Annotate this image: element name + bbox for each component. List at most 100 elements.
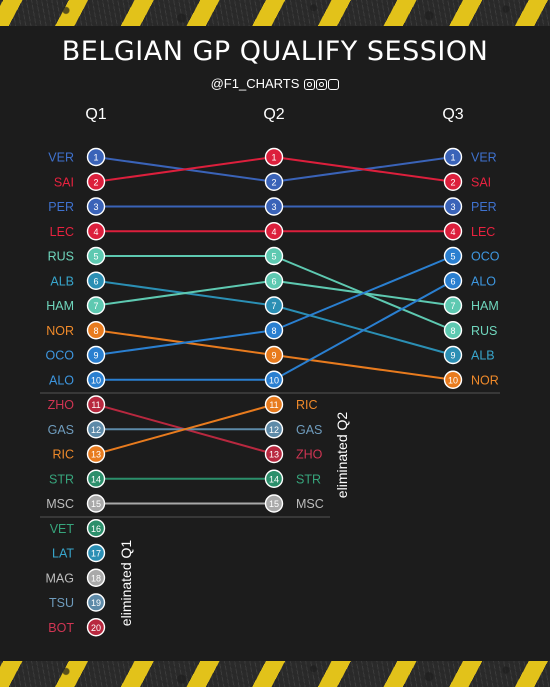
svg-text:7: 7 <box>93 301 98 311</box>
q1-label-str: STR <box>49 472 74 486</box>
svg-text:4: 4 <box>450 227 455 237</box>
marker-q1-ver: 1 <box>86 147 106 167</box>
q1-label-tsu: TSU <box>49 596 74 610</box>
bottom-caution-stripe <box>0 661 550 687</box>
q3-label-sai: SAI <box>471 175 491 189</box>
marker-q2-lec: 4 <box>264 222 284 241</box>
svg-text:9: 9 <box>271 351 276 361</box>
marker-q2-rus: 5 <box>264 246 284 266</box>
separators <box>40 392 500 518</box>
svg-text:2: 2 <box>93 177 98 187</box>
svg-text:8: 8 <box>271 326 276 336</box>
svg-text:15: 15 <box>91 499 101 509</box>
chart-title: BELGIAN GP QUALIFY SESSION <box>61 36 489 67</box>
instagram-icon[interactable] <box>304 79 316 90</box>
svg-text:5: 5 <box>93 252 98 262</box>
svg-text:5: 5 <box>450 252 455 262</box>
stage-headers: Q1 Q2 Q3 <box>85 106 463 123</box>
svg-text:13: 13 <box>91 450 101 460</box>
q1-label-lat: LAT <box>52 547 74 561</box>
line-ham-q1-q2 <box>95 279 275 307</box>
svg-text:1: 1 <box>93 153 98 163</box>
svg-text:9: 9 <box>450 351 455 361</box>
q1-label-mag: MAG <box>46 571 74 585</box>
svg-text:4: 4 <box>93 227 98 237</box>
marker-q1-zho: 11 <box>86 395 106 414</box>
q1-label-per: PER <box>48 200 74 214</box>
q1-label-alb: ALB <box>50 274 74 288</box>
svg-text:15: 15 <box>269 499 279 509</box>
stage-header-q1: Q1 <box>85 106 106 123</box>
q2-eliminated-label-zho: ZHO <box>296 448 323 462</box>
svg-text:20: 20 <box>91 623 101 633</box>
marker-q2-nor: 9 <box>264 345 284 365</box>
svg-text:3: 3 <box>450 202 455 212</box>
line-nor-q2-q3 <box>273 354 454 381</box>
marker-q2-str: 14 <box>264 469 284 488</box>
svg-text:11: 11 <box>91 400 100 410</box>
marker-q2-ric: 11 <box>264 395 284 414</box>
marker-q1-alb: 6 <box>86 271 106 290</box>
top-caution-stripe <box>0 0 550 26</box>
q1-label-alo: ALO <box>49 373 74 387</box>
line-oco-q1-q2 <box>95 329 275 356</box>
marker-q1-ham: 7 <box>86 296 106 315</box>
q3-label-per: PER <box>471 200 497 214</box>
marker-q1-oco: 9 <box>86 345 106 365</box>
q1-label-ric: RIC <box>52 448 74 462</box>
q3-label-oco: OCO <box>471 250 500 264</box>
q1-label-gas: GAS <box>48 423 74 437</box>
eliminated-q1-label: eliminated Q1 <box>118 540 134 627</box>
marker-q1-lec: 4 <box>86 222 106 241</box>
q1-label-nor: NOR <box>46 324 74 338</box>
svg-text:2: 2 <box>450 177 455 187</box>
svg-text:14: 14 <box>91 474 101 484</box>
marker-q3-rus: 8 <box>443 321 463 340</box>
svg-text:19: 19 <box>91 598 101 608</box>
q1-label-lec: LEC <box>50 225 74 239</box>
marker-q3-ver: 1 <box>443 147 463 167</box>
svg-text:3: 3 <box>271 202 276 212</box>
q2-eliminated-label-msc: MSC <box>296 497 324 511</box>
q1-label-sai: SAI <box>54 175 74 189</box>
svg-text:18: 18 <box>91 573 101 583</box>
svg-text:10: 10 <box>91 375 101 385</box>
line-ric-q1-q2 <box>95 403 275 455</box>
line-alo-q2-q3 <box>273 279 454 381</box>
marker-q2-alb: 7 <box>264 296 284 315</box>
marker-q1-vet: 16 <box>86 519 106 538</box>
svg-text:4: 4 <box>271 227 276 237</box>
marker-q3-per: 3 <box>443 197 463 216</box>
marker-q1-ric: 13 <box>86 444 106 464</box>
svg-text:8: 8 <box>93 326 98 336</box>
svg-text:10: 10 <box>269 375 279 385</box>
svg-text:6: 6 <box>271 276 276 286</box>
svg-text:7: 7 <box>450 301 455 311</box>
marker-q3-lec: 4 <box>443 222 463 241</box>
q1-label-zho: ZHO <box>48 398 75 412</box>
marker-q3-oco: 5 <box>443 246 463 266</box>
marker-q2-zho: 13 <box>264 444 284 464</box>
svg-text:16: 16 <box>91 524 101 534</box>
q3-label-nor: NOR <box>471 373 499 387</box>
marker-q1-lat: 17 <box>86 543 106 563</box>
threads-icon[interactable] <box>316 79 328 90</box>
marker-q2-gas: 12 <box>264 420 284 439</box>
facebook-icon[interactable] <box>328 79 340 90</box>
marker-q1-str: 14 <box>86 469 106 488</box>
marker-q3-ham: 7 <box>443 296 463 315</box>
marker-q2-ham: 6 <box>264 271 284 290</box>
marker-q2-ver: 2 <box>264 172 284 191</box>
marker-q1-nor: 8 <box>86 321 106 340</box>
stage-header-q3: Q3 <box>442 106 463 123</box>
position-markers: 1234567891011121314151617181920123456789… <box>86 147 463 637</box>
marker-q1-gas: 12 <box>86 420 106 439</box>
svg-text:12: 12 <box>269 425 279 435</box>
marker-q1-bot: 20 <box>86 618 106 637</box>
handle-text: @F1_CHARTS <box>210 76 300 91</box>
q1-label-oco: OCO <box>46 349 75 363</box>
q1-label-ham: HAM <box>46 299 74 313</box>
marker-q1-rus: 5 <box>86 246 106 266</box>
